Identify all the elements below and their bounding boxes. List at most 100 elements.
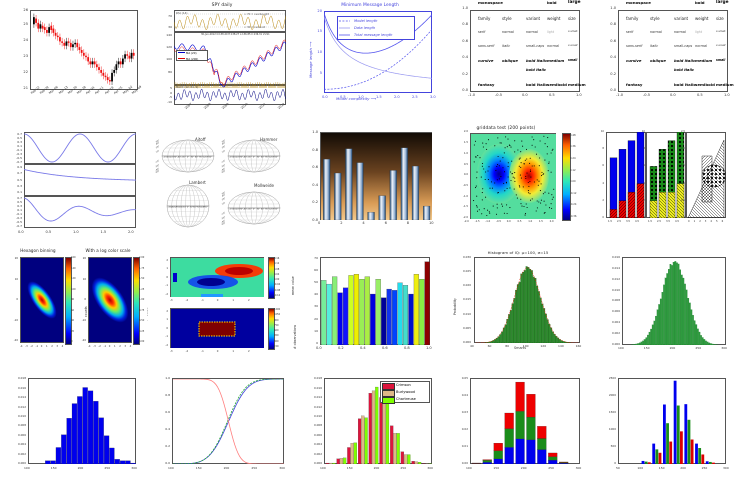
table-header: family xyxy=(478,16,490,21)
tick-label: 0.004 xyxy=(0,442,26,446)
tick-label: 3.0 xyxy=(430,95,436,99)
panel-blue-hist[interactable]: 100 150 200 250 300 0.000 0.002 0.004 0.006 0.008… xyxy=(0,368,148,487)
tick-label: 0.014 xyxy=(296,395,322,399)
panel-mml[interactable]: Minimum Message Length Model length Data… xyxy=(296,0,444,120)
tick-label: 1.5 xyxy=(648,220,652,223)
tick-label: 900 xyxy=(274,319,279,322)
panel-hatch-demo[interactable]: 1.5 2.5 3.5 4.5 1.5 2.5 3.5 4.5 0 1 2 3 4 5 6 0 2 4 6 8 10 0 2… xyxy=(592,120,740,245)
tick-label: 1500 xyxy=(594,410,616,414)
ytick: 21 xyxy=(12,86,28,90)
tick-label: 150 xyxy=(196,466,202,470)
panel-gradient-bars[interactable]: 0 2 4 6 8 10 0.0 0.2 0.4 0.6 0.8 1.0 xyxy=(296,120,444,245)
legend-label: MA (200) xyxy=(186,57,198,61)
tick-label: -1.0 xyxy=(468,93,475,97)
tick-label: 300 xyxy=(721,346,727,350)
cumulative-steps xyxy=(173,379,284,464)
panel-candlestick[interactable]: 21 22 23 24 25 26 Feb 22 Feb 29 Mar 06 Mar … xyxy=(0,0,148,120)
panel-three-stack[interactable]: 0.0 0.5 1.0 1.5 2.0 -0.7 -0.5 -0.3 -0.1 0.1 0.3 0.5… xyxy=(0,120,148,245)
table-cell: oblique xyxy=(502,58,518,63)
tick-label: -0.7 xyxy=(2,160,22,164)
tick-label: 0.5 xyxy=(2,200,22,204)
green-histogram xyxy=(623,258,726,345)
tick-label: 250 xyxy=(251,466,257,470)
ytick: 24 xyxy=(12,38,28,42)
table-cell: x-small xyxy=(568,44,577,47)
tick-label: 0.012 xyxy=(0,405,26,409)
tick-label: 100 xyxy=(523,344,529,348)
tick-label: -1 xyxy=(104,345,107,348)
ytick: -10 xyxy=(154,100,172,104)
table-cell: bold xyxy=(695,0,705,5)
tick-label: 0.48 xyxy=(570,134,576,137)
ytick: -5 xyxy=(154,95,172,99)
tick-label: 200 xyxy=(374,466,380,470)
tick-label: -0.5 xyxy=(643,93,650,97)
tick-label: 20 xyxy=(2,257,18,260)
tick-label: 150 xyxy=(493,466,499,470)
tick-label: 0.01 xyxy=(446,444,468,448)
table-header: size xyxy=(716,16,724,21)
tick-label: 0.2 xyxy=(152,444,170,448)
tick-label: -2.0 xyxy=(450,216,468,219)
table-cell: italic xyxy=(650,44,658,48)
table-cell: bold italic xyxy=(526,82,548,87)
panel-projections[interactable]: -150° -120° -90° -60° -30° 0° 30° 60° 90° 120° 150… xyxy=(148,120,296,245)
tick-label: 0.014 xyxy=(0,395,26,399)
table-header: weight xyxy=(695,16,709,21)
tick-label: 120 xyxy=(71,277,76,280)
tick-label: 0.0 xyxy=(322,95,328,99)
tick-label: 10 xyxy=(300,329,318,333)
svg-text:-30°: -30° xyxy=(181,156,185,158)
gradient-bar-chart xyxy=(321,133,432,220)
tick-label: 0.00 xyxy=(274,278,279,281)
tick-label: 4.5 xyxy=(635,220,639,223)
tick-label: 750 xyxy=(274,324,279,327)
tick-label: 0.002 xyxy=(0,452,26,456)
tick-label: 50 xyxy=(616,466,620,470)
panel-font-table-b[interactable]: family style variant weight size serif normal n… xyxy=(592,0,740,120)
tick-label: 1 xyxy=(158,318,168,321)
tick-label: 2.0 xyxy=(674,147,685,150)
panel-hexbin[interactable]: Hexagon binning With a log color scale c… xyxy=(0,245,148,368)
panel-cumulative[interactable]: 100 150 200 250 300 0.0 0.2 0.4 0.6 0.8 1.0 xyxy=(148,368,296,487)
tick-label: 4 xyxy=(636,182,645,185)
panel-stacked-hist[interactable]: 100 150 200 250 300 0.00 0.01 0.02 0.03 0.04 0.05 xyxy=(444,368,592,487)
tick-label: 2 xyxy=(51,345,53,348)
panel-hist2d-pair[interactable]: mean value # observations -3-2-1012-2-10… xyxy=(148,245,296,368)
panel-named-colors-hist[interactable]: Crimson Burlywood Chartreuse 100 150 200 25… xyxy=(296,368,444,487)
tick-label: 1.75 xyxy=(139,267,144,270)
table-header: style xyxy=(650,16,660,21)
ytick: 140 xyxy=(154,33,172,37)
panel-griddata[interactable]: griddata test (200 points) xyxy=(444,120,592,245)
tick-label: 0.016 xyxy=(296,386,322,390)
ytick: 5 xyxy=(154,86,172,90)
tick-label: 0.016 xyxy=(594,255,620,259)
tick-label: 300 xyxy=(131,466,137,470)
table-header: variant xyxy=(674,16,688,21)
tick-label: 0.5 xyxy=(340,95,346,99)
tick-label: 150 xyxy=(659,466,665,470)
tick-label: 0 xyxy=(158,327,168,330)
tick-label: 0.004 xyxy=(594,320,620,324)
ytick: 26 xyxy=(12,8,28,12)
rsi-label: RSI (14) xyxy=(176,11,188,15)
tick-label: 1.5 xyxy=(608,220,612,223)
panel-green-hist[interactable]: 100 150 200 250 300 0.000 0.002 0.004 0.006 0.008… xyxy=(592,245,740,368)
ytick: 22 xyxy=(12,70,28,74)
colored-bar-chart xyxy=(321,258,430,345)
tick-label: 2 xyxy=(594,199,604,202)
tick-label: 0.1 xyxy=(2,208,22,212)
tick-label: 4 xyxy=(62,345,64,348)
tick-label: 2.00 xyxy=(139,256,144,259)
tick-label: 100 xyxy=(71,288,76,291)
tick-label: 6 xyxy=(594,164,604,167)
tick-label: 0.006 xyxy=(594,309,620,313)
panel-font-table-a[interactable]: family style variant weight size serif normal n… xyxy=(444,0,592,120)
panel-spy-daily[interactable]: SPY daily RSI (14) > 70 = overbought < 3… xyxy=(148,0,296,120)
tick-label: -1 xyxy=(36,345,39,348)
panel-colored-hist[interactable]: 0.0 0.2 0.4 0.6 0.8 1.0 0 10 20 30 40 50 60 70 xyxy=(296,245,444,368)
tick-label: 1.0 xyxy=(724,93,730,97)
panel-iq-hist[interactable]: Histogram of IQ: μ=100, σ=15 Smarts Prob… xyxy=(444,245,592,368)
tick-label: -2.0 xyxy=(464,220,469,223)
panel-grouped-bar-hist[interactable]: 50 100 150 200 250 300 0 500 1000 1500 2000 2500 xyxy=(592,368,740,487)
